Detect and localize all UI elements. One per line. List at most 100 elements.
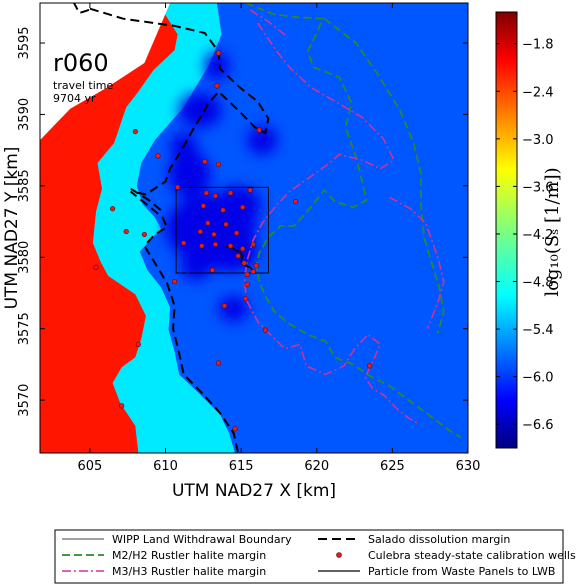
calibration-well-14: [109, 206, 116, 212]
calibration-well-43: [215, 360, 222, 366]
x-axis-label: UTM NAD27 X [km]: [172, 481, 336, 501]
legend-label: WIPP Land Withdrawal Boundary: [112, 533, 292, 546]
calibration-well-30: [250, 241, 256, 248]
calibration-well-29: [240, 246, 246, 252]
colorbar-gradient: [495, 11, 518, 449]
wipp-boundary: [175, 186, 269, 274]
y-axis-ticks: 3570 3575 3580 3585 3590 3595: [17, 26, 468, 417]
legend-entry-3: M2/H2 Rustler halite margin: [62, 549, 266, 562]
legend-entry-2: Salado dissolution margin: [318, 533, 510, 546]
calibration-well-35: [209, 267, 216, 273]
map-plot: 605 610 615 620 625 630 357035753580358535903…: [17, 2, 480, 474]
calibration-well-1: [215, 50, 222, 56]
calibration-well-9: [203, 190, 209, 196]
colorbar-tick-label: −4.8: [522, 276, 554, 291]
calibration-well-47: [250, 268, 256, 275]
colorbar-ticks: −1.8 −2.4 −3.0 −3.6 −4.2 −4.8 −5.4 −6.0 −6.6: [496, 38, 554, 433]
legend: WIPP Land Withdrawal Boundary Salado diss…: [54, 529, 576, 584]
x-tick-label: 625: [380, 459, 405, 474]
legend-marker: [336, 552, 342, 558]
m3-h3-margin-east: [389, 196, 445, 330]
y-tick-label: 3595: [17, 26, 32, 59]
calibration-well-42: [135, 341, 141, 348]
colorbar-tick-label: −3.0: [522, 133, 554, 148]
y-tick-label: 3575: [17, 312, 32, 345]
calibration-well-16: [220, 207, 226, 213]
y-tick-label: 3570: [17, 384, 32, 417]
calibration-well-45: [119, 403, 125, 409]
x-tick-label: 610: [153, 459, 178, 474]
calibration-well-46: [232, 426, 238, 432]
calibration-well-27: [212, 241, 219, 248]
calibration-well-22: [234, 230, 240, 236]
colorbar-tick-label: −6.0: [522, 371, 554, 386]
calibration-well-23: [123, 228, 129, 235]
legend-box: [54, 529, 564, 584]
calibration-well-32: [241, 260, 247, 266]
x-tick-label: 620: [304, 459, 329, 474]
travel-time-value: 9704 yr: [53, 92, 96, 105]
calibration-well-33: [253, 263, 259, 269]
calibration-well-24: [141, 231, 147, 238]
y-axis-label: UTM NAD27 Y [km]: [2, 147, 22, 310]
calibration-well-6: [202, 158, 208, 165]
legend-entry-6: Particle from Waste Panels to LWB: [318, 565, 555, 578]
salado-margin-inner: [130, 187, 164, 213]
calibration-well-25: [181, 240, 187, 246]
legend-entry-1: WIPP Land Withdrawal Boundary: [62, 533, 292, 546]
legend-entry-4: Culebra steady-state calibration wells: [336, 549, 576, 562]
calibration-well-21: [211, 231, 217, 238]
legend-label: M3/H3 Rustler halite margin: [112, 565, 266, 578]
salado-margin-top: [72, 3, 94, 15]
calibration-well-40: [221, 303, 228, 309]
colorbar: −1.8 −2.4 −3.0 −3.6 −4.2 −4.8 −5.4 −6.0 −6.6 log…: [495, 11, 563, 449]
calibration-well-5: [155, 153, 161, 159]
calibration-well-20: [197, 228, 203, 235]
calibration-well-11: [227, 190, 234, 196]
calibration-well-44: [367, 363, 373, 369]
calibration-well-36: [172, 278, 178, 285]
m3-h3-margin: [243, 22, 421, 426]
x-tick-label: 615: [229, 459, 254, 474]
calibration-well-10: [212, 193, 219, 199]
calibration-well-18: [205, 220, 211, 226]
travel-time-label: travel time: [53, 79, 113, 92]
calibration-well-28: [227, 243, 234, 249]
calibration-well-17: [240, 204, 246, 210]
x-axis-ticks: 605 610 615 620 625 630: [77, 3, 480, 474]
colorbar-label: log₁₀(Sₛ [1/m]): [542, 167, 563, 296]
calibration-well-2: [214, 83, 220, 89]
legend-label: Particle from Waste Panels to LWB: [368, 565, 555, 578]
calibration-well-13: [292, 198, 299, 205]
calibration-well-41: [262, 327, 268, 333]
calibration-well-37: [93, 264, 99, 270]
colorbar-tick-label: −1.8: [522, 38, 554, 53]
calibration-well-4: [256, 127, 262, 133]
plot-frame: [39, 2, 469, 454]
calibration-well-34: [244, 271, 250, 278]
high-storativity-zone: [40, 3, 178, 453]
calibration-well-8: [175, 184, 181, 190]
legend-label: Salado dissolution margin: [368, 533, 510, 546]
run-label: r060: [53, 49, 109, 77]
calibration-well-12: [247, 187, 253, 193]
calibration-well-39: [243, 296, 249, 302]
y-tick-label: 3585: [17, 169, 32, 202]
x-tick-label: 630: [456, 459, 481, 474]
legend-entry-5: M3/H3 Rustler halite margin: [62, 565, 266, 578]
calibration-well-15: [200, 203, 206, 209]
colorbar-tick-label: −3.6: [522, 180, 554, 195]
calibration-well-7: [215, 161, 222, 168]
calibration-well-19: [223, 221, 229, 228]
calibration-well-31: [235, 253, 241, 259]
legend-label: M2/H2 Rustler halite margin: [112, 549, 266, 562]
m2-h2-margin-east: [323, 17, 445, 334]
no-data-region: [40, 3, 171, 141]
m3-h3-margin-north: [249, 9, 289, 38]
y-tick-label: 3590: [17, 98, 32, 131]
colorbar-tick-label: −6.6: [522, 418, 554, 433]
legend-label: Culebra steady-state calibration wells: [368, 549, 576, 562]
salado-margin: [89, 7, 270, 453]
colorbar-tick-label: −5.4: [522, 323, 554, 338]
